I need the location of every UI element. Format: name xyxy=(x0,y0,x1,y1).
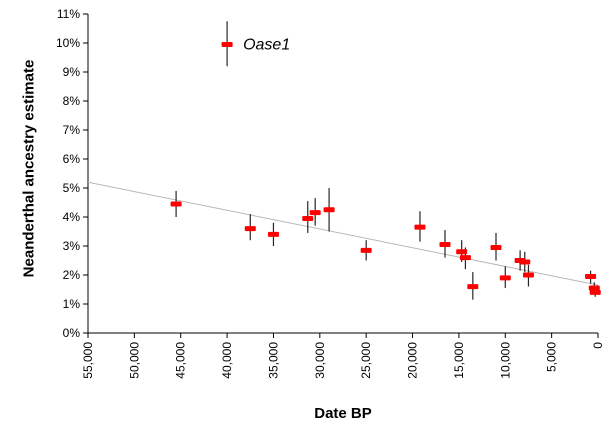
y-tick-label: 9% xyxy=(63,65,81,79)
data-point-marker xyxy=(589,289,601,295)
data-point-marker xyxy=(490,244,502,250)
data-point-marker xyxy=(522,272,534,278)
x-tick-label: 50,000 xyxy=(127,342,141,379)
data-point-marker xyxy=(221,41,233,47)
x-tick-label: 40,000 xyxy=(220,342,234,379)
data-point-marker xyxy=(519,259,531,265)
x-tick-label: 55,000 xyxy=(81,342,95,379)
annotation-oase1: Oase1 xyxy=(243,36,290,53)
data-point-marker xyxy=(456,249,468,255)
y-tick-label: 1% xyxy=(63,297,81,311)
data-point-marker xyxy=(588,285,600,291)
data-point-marker xyxy=(302,215,314,221)
x-tick-label: 5,000 xyxy=(545,342,559,372)
y-axis-title: Neanderthal ancestry estimate xyxy=(20,59,38,278)
x-axis-title: Date BP xyxy=(314,405,372,422)
data-point-marker xyxy=(323,207,335,213)
x-tick-label: 10,000 xyxy=(498,342,512,379)
data-point-marker xyxy=(439,242,451,248)
x-tick-label: 25,000 xyxy=(359,342,373,379)
data-point-marker xyxy=(244,226,256,232)
data-point-marker xyxy=(414,224,426,230)
data-point-marker xyxy=(170,201,182,207)
y-tick-label: 6% xyxy=(63,152,81,166)
y-tick-label: 2% xyxy=(63,268,81,282)
y-tick-label: 7% xyxy=(63,123,81,137)
trend-line xyxy=(87,181,599,286)
y-tick-label: 8% xyxy=(63,94,81,108)
data-point-marker xyxy=(585,273,597,279)
y-tick-label: 0% xyxy=(63,326,81,340)
y-tick-label: 11% xyxy=(57,7,80,21)
data-point-marker xyxy=(360,247,372,253)
data-point-marker xyxy=(459,255,471,261)
data-point-marker xyxy=(267,231,279,237)
x-tick-label: 45,000 xyxy=(174,342,188,379)
x-tick-label: 30,000 xyxy=(313,342,327,379)
data-point-marker xyxy=(467,284,479,290)
data-point-marker xyxy=(499,275,511,281)
x-tick-label: 0 xyxy=(591,342,605,349)
y-tick-label: 10% xyxy=(56,36,80,50)
x-tick-label: 15,000 xyxy=(452,342,466,379)
y-tick-label: 3% xyxy=(63,239,81,253)
y-tick-label: 5% xyxy=(63,181,81,195)
x-tick-label: 20,000 xyxy=(406,342,420,379)
x-tick-label: 35,000 xyxy=(266,342,280,379)
y-tick-label: 4% xyxy=(63,210,81,224)
data-point-marker xyxy=(309,210,321,216)
